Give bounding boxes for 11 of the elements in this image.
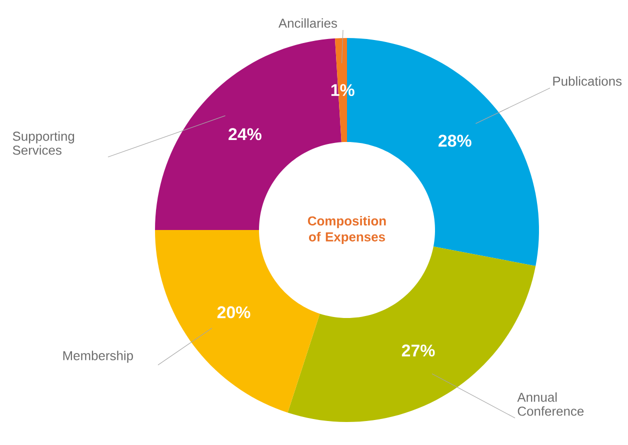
data-label: 28% (438, 134, 472, 147)
slice-label: Supporting Services (12, 131, 74, 155)
slice-label: Annual Conference (517, 392, 584, 416)
data-label: 20% (217, 306, 250, 318)
slice-label: Publications (553, 76, 622, 86)
text: Composition of Expenses (308, 216, 386, 244)
data-label: 27% (402, 344, 435, 356)
data-label: 1% (331, 84, 354, 96)
data-label: 24% (228, 128, 262, 140)
slice-label: Membership (63, 350, 133, 363)
slice-label: Ancillaries (278, 18, 337, 28)
